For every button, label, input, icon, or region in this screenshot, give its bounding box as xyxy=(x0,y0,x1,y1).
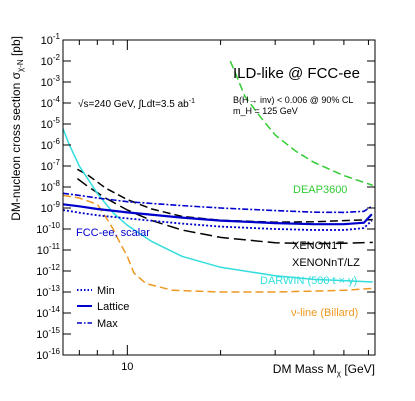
y-tick-label: 10-13 xyxy=(36,284,60,299)
x-axis-title: DM Mass Mχ [GeV] xyxy=(273,362,375,378)
higgs-mass-annotation: m_H = 125 GeV xyxy=(233,106,298,116)
chart-title: ILD-like @ FCC-ee xyxy=(233,65,360,82)
br-limit-annotation: B(H→ inv) < 0.006 @ 90% CL xyxy=(233,95,353,105)
legend: Min Lattice Max xyxy=(77,285,129,330)
legend-label-min: Min xyxy=(97,285,115,297)
series-deap3600 xyxy=(229,60,374,187)
y-axis-title-main: DM-nucleon cross section σ xyxy=(9,71,23,220)
x-axis-title-main: DM Mass M xyxy=(273,362,337,376)
series-xenonnt-lz xyxy=(76,178,373,245)
y-tick-label: 10-2 xyxy=(41,53,61,68)
energy-sup: -1 xyxy=(189,98,195,105)
y-tick-label: 10-12 xyxy=(36,263,60,278)
y-tick-label: 10-4 xyxy=(41,95,61,110)
plot-frame xyxy=(62,39,376,356)
x-axis-title-sub: χ xyxy=(337,369,342,378)
energy-text: √s=240 GeV, ∫Ldt=3.5 ab xyxy=(78,98,189,110)
label-nu-line: ν-line (Billard) xyxy=(291,307,358,319)
y-axis-title-unit: [pb] xyxy=(9,36,23,59)
y-tick-label: 10-8 xyxy=(41,179,61,194)
label-fcc-ee-scalar: FCC-ee, scalar xyxy=(76,227,150,239)
y-axis-title: DM-nucleon cross section σχ-N [pb] xyxy=(9,36,25,221)
y-tick-label: 10-10 xyxy=(36,221,60,236)
axes-layer: 10-110-210-310-410-510-610-710-810-910-1… xyxy=(36,32,375,373)
series-xenon1t xyxy=(77,168,373,223)
legend-label-max: Max xyxy=(97,318,118,330)
series-max xyxy=(62,192,373,214)
series-lattice xyxy=(62,203,373,226)
legend-label-lattice: Lattice xyxy=(97,301,129,313)
y-tick-label: 10-14 xyxy=(36,305,60,320)
curves-layer xyxy=(62,60,376,293)
y-tick-label: 10-6 xyxy=(41,137,61,152)
label-deap3600: DEAP3600 xyxy=(293,184,347,196)
label-darwin: DARWIN (500 t × y) xyxy=(260,275,357,287)
y-tick-label: 10-16 xyxy=(36,347,60,362)
x-tick-label: 10 xyxy=(121,361,133,373)
label-xenon1t: XENON1T xyxy=(292,240,344,252)
y-axis-title-sub: χ-N xyxy=(16,59,25,72)
series-darwin-500-t-y xyxy=(62,128,373,283)
y-tick-label: 10-11 xyxy=(37,242,61,257)
y-tick-label: 10-15 xyxy=(36,326,60,341)
y-tick-label: 10-1 xyxy=(41,32,61,47)
series-min xyxy=(62,209,373,231)
y-tick-label: 10-5 xyxy=(41,116,61,131)
x-axis-title-unit: [GeV] xyxy=(341,362,375,376)
label-xenonnt-lz: XENONnT/LZ xyxy=(292,257,360,269)
y-tick-label: 10-9 xyxy=(41,200,61,215)
energy-annotation: √s=240 GeV, ∫Ldt=3.5 ab-1 xyxy=(78,98,195,110)
y-tick-label: 10-7 xyxy=(41,158,61,173)
y-tick-label: 10-3 xyxy=(41,74,61,89)
